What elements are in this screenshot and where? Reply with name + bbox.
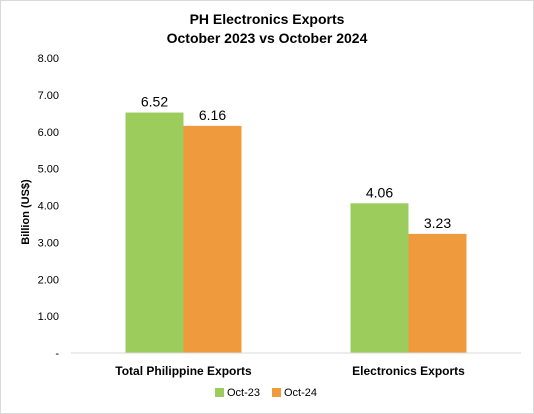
chart-title-line-1: PH Electronics Exports — [189, 11, 345, 27]
y-tick-label: 7.00 — [38, 90, 59, 102]
legend-label: Oct-24 — [284, 387, 317, 399]
y-tick-label: 1.00 — [38, 311, 59, 323]
bar-data-label: 6.16 — [199, 107, 226, 123]
y-tick-label: 4.00 — [38, 201, 59, 213]
legend-label: Oct-23 — [227, 387, 260, 399]
chart-title-line-2: October 2023 vs October 2024 — [166, 30, 368, 46]
legend: Oct-23 Oct-24 — [215, 387, 317, 399]
bar-data-label: 6.52 — [141, 94, 168, 110]
x-category-label: Total Philippine Exports — [115, 364, 252, 378]
bar-oct-23 — [125, 112, 184, 353]
y-tick-label: 2.00 — [38, 274, 59, 286]
bar-oct-24 — [183, 125, 242, 353]
y-tick-label: 8.00 — [38, 53, 59, 65]
legend-swatch — [215, 388, 224, 397]
bar-oct-23 — [350, 203, 409, 353]
bar-data-label: 3.23 — [424, 215, 451, 231]
bar-data-label: 4.06 — [366, 184, 393, 200]
y-tick-label: 5.00 — [38, 164, 59, 176]
y-tick-label: 3.00 — [38, 237, 59, 249]
y-tick-label: 6.00 — [38, 127, 59, 139]
x-category-label: Electronics Exports — [352, 364, 465, 378]
y-tick-label: - — [55, 348, 59, 360]
bar-oct-24 — [408, 233, 467, 353]
y-axis-title: Billion (US$) — [20, 179, 32, 245]
legend-swatch — [272, 388, 281, 397]
chart-title: PH Electronics Exports October 2023 vs O… — [0, 10, 534, 48]
